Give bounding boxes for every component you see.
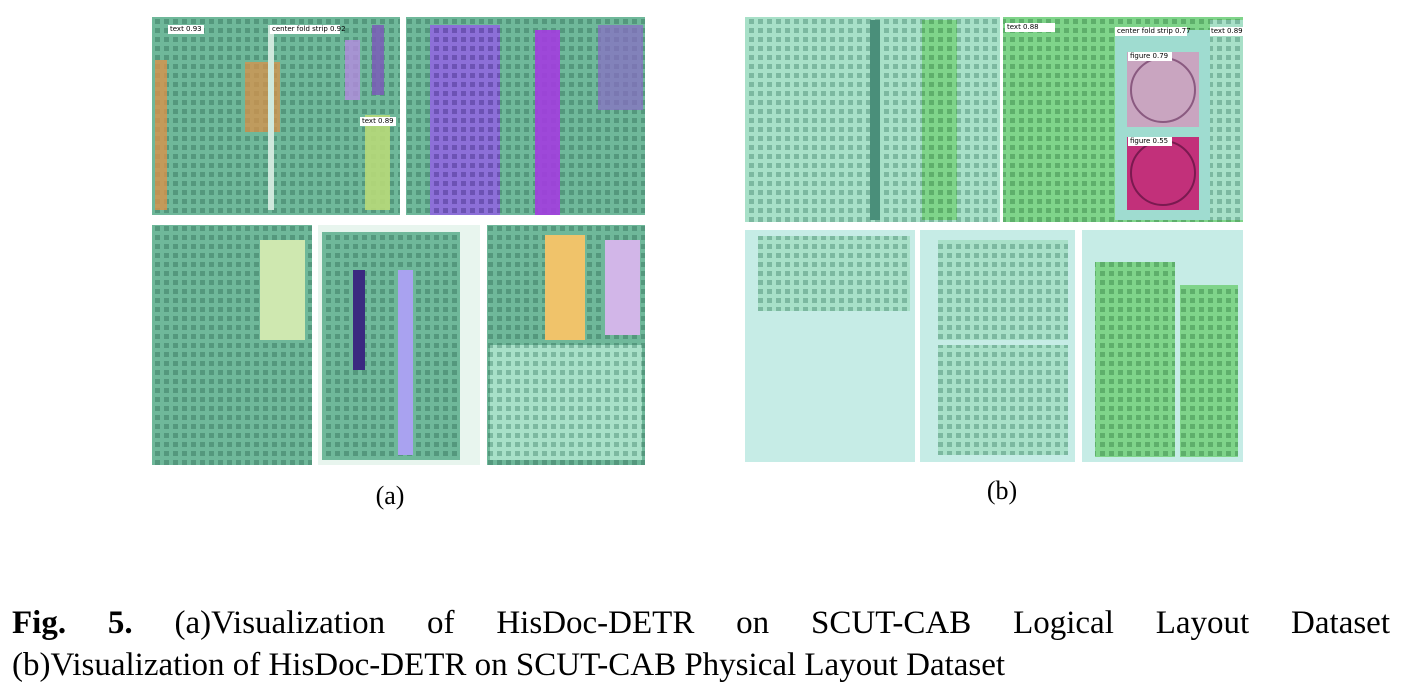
- region: [370, 232, 460, 460]
- region: [260, 240, 305, 340]
- detection-label: text 0.89: [362, 117, 394, 125]
- detection-label: text 0.89: [1211, 27, 1243, 35]
- detection-label: text 0.93: [170, 25, 202, 33]
- caption-line: Fig. 5. (a)Visualization of HisDoc-DETR …: [12, 603, 1390, 643]
- tag-box: [1128, 137, 1172, 146]
- region: [155, 60, 167, 210]
- region: [372, 25, 384, 95]
- tag-box: [168, 25, 204, 34]
- detection-label: figure 0.79: [1130, 52, 1168, 60]
- tag-box: [1128, 52, 1172, 61]
- figure-region: [1127, 52, 1199, 127]
- region: [598, 25, 643, 110]
- region: [245, 62, 280, 132]
- region: [870, 20, 880, 220]
- region: [545, 235, 585, 340]
- subfigure-label: (b): [987, 476, 1017, 505]
- caption-text: (a)Visualization of HisDoc-DETR on SCUT-…: [174, 605, 1390, 641]
- region: [345, 40, 360, 100]
- panel-a-image: text 0.93 center fold strip 0.92 text 0.…: [152, 17, 645, 465]
- detection-label: center fold strip 0.77: [1117, 27, 1191, 35]
- detection-label: figure 0.55: [1130, 137, 1168, 145]
- region: [490, 345, 642, 460]
- region: [938, 345, 1068, 455]
- tag-box: [1210, 27, 1243, 36]
- tag-box: [1005, 23, 1055, 32]
- caption-line: (b)Visualization of HisDoc-DETR on SCUT-…: [12, 645, 1390, 685]
- caption-label: Fig. 5.: [12, 605, 133, 641]
- panel-b-image: text 0.88 center fold strip 0.77 figure …: [745, 17, 1243, 462]
- figure-region: [1127, 137, 1199, 210]
- region: [430, 25, 500, 215]
- tag-box: [1115, 27, 1187, 36]
- caption-text: (b)Visualization of HisDoc-DETR on SCUT-…: [12, 647, 1006, 683]
- region: [1095, 262, 1175, 457]
- tag-box: [270, 25, 340, 34]
- subfigure-label: (a): [376, 481, 405, 510]
- tag-box: [360, 117, 396, 126]
- region: [1210, 20, 1243, 220]
- region: [353, 270, 365, 370]
- region: [605, 240, 640, 335]
- region: [1180, 285, 1238, 457]
- detection-label: text 0.88: [1007, 23, 1039, 31]
- region: [398, 270, 413, 455]
- figure: text 0.93 center fold strip 0.92 text 0.…: [152, 17, 1243, 510]
- region: [758, 236, 910, 311]
- region: [922, 20, 957, 220]
- region: [535, 30, 560, 215]
- region: [268, 25, 274, 210]
- region: [938, 240, 1068, 340]
- region: [365, 115, 390, 210]
- detection-label: center fold strip 0.92: [272, 25, 346, 33]
